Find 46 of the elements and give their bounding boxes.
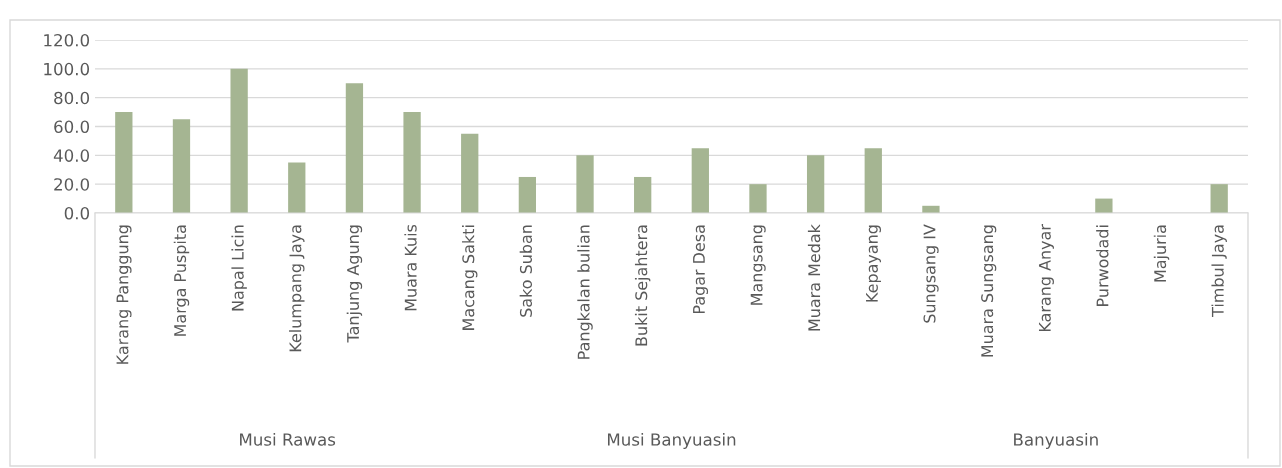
x-tick-label: Marga Puspita — [173, 225, 190, 336]
x-tick-label: Purwodadi — [1096, 225, 1109, 306]
text: Musi Rawas — [240, 432, 336, 446]
y-tick-label: 40.0 — [53, 149, 90, 162]
bar — [288, 162, 306, 213]
y-tick-label: 20.0 — [54, 178, 90, 191]
bar — [691, 148, 709, 213]
text: Musi Banyuasin — [608, 432, 736, 450]
x-tick-label: Mangsang — [750, 225, 766, 305]
y-tick-label: 100.0 — [44, 62, 90, 76]
x-tick-label: Timbul Jaya — [1211, 225, 1227, 317]
bar — [403, 112, 421, 213]
bar — [518, 176, 537, 213]
bar — [1210, 184, 1228, 213]
x-tick-label: Sungsang IV — [923, 224, 939, 323]
bar — [806, 155, 825, 213]
x-tick-label: Muara Kuis — [404, 224, 417, 311]
y-tick-label: 80.0 — [54, 91, 90, 105]
bar — [115, 112, 133, 213]
x-tick-label: Kelumpang Jaya — [289, 225, 305, 352]
bar — [172, 119, 191, 213]
text: Banyuasin — [1014, 432, 1098, 450]
bar — [634, 176, 652, 213]
x-tick-label: Muara Sungsang — [981, 225, 997, 357]
x-tick-label: Pagar Desa — [693, 225, 709, 314]
x-tick-label: Pangkalan bulian — [577, 225, 593, 359]
x-tick-label: Muara Medak — [807, 224, 821, 331]
x-tick-label: Napal Licin — [231, 225, 247, 311]
bar — [1095, 198, 1113, 213]
x-tick-label: Karang Panggung — [116, 225, 132, 364]
bar — [230, 68, 248, 213]
x-tick-label: Bukit Sejahtera — [634, 225, 651, 346]
x-tick-label: Kepayang — [866, 225, 881, 302]
bar — [749, 184, 767, 213]
bar — [461, 133, 479, 213]
x-tick-label: Tanjung Agung — [346, 225, 363, 343]
bar — [864, 148, 882, 213]
bar — [345, 83, 364, 213]
y-tick-label: 0.0 — [64, 206, 90, 220]
x-tick-label: Majuria — [1153, 225, 1170, 282]
x-tick-label: Karang Anyar — [1038, 224, 1054, 332]
x-tick-label: Macang Sakti — [462, 225, 478, 330]
y-tick-label: 120.0 — [44, 33, 90, 47]
bar — [576, 155, 594, 213]
x-tick-label: Sako Suban — [519, 225, 533, 317]
y-tick-label: 60.0 — [54, 120, 90, 134]
